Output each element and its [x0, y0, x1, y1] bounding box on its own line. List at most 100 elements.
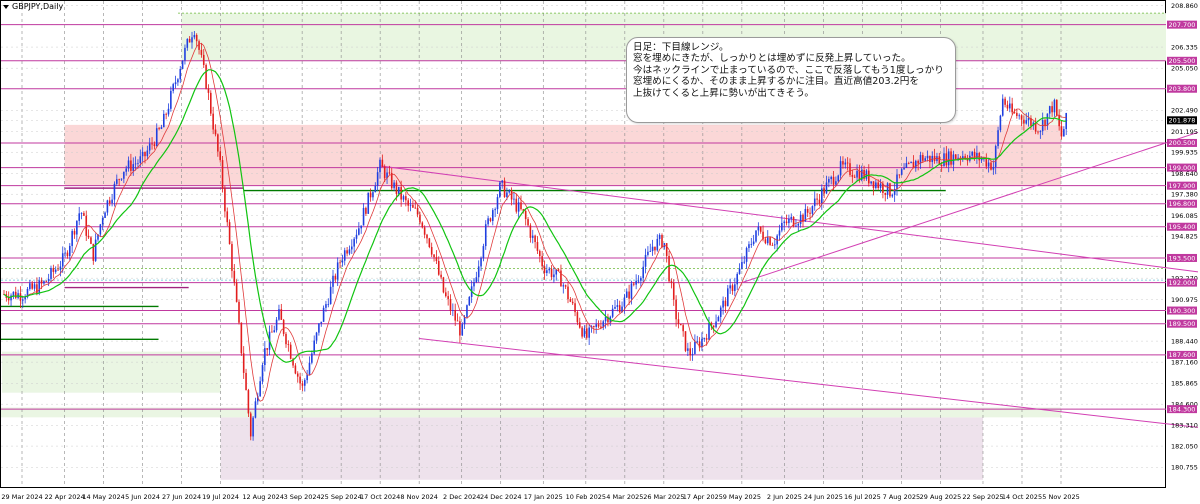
candle-body: [649, 251, 652, 252]
candle-body: [148, 143, 151, 151]
candle-body: [212, 113, 214, 130]
candle-body: [202, 54, 205, 65]
candle-body: [947, 151, 950, 166]
candle-body: [393, 182, 395, 189]
candle-body: [644, 254, 647, 267]
candle-body: [184, 47, 186, 61]
candle-body: [22, 299, 24, 301]
candle-body: [395, 182, 398, 194]
candle-body: [1046, 113, 1049, 126]
level-price-label: 197.900: [1169, 182, 1196, 190]
candle-body: [249, 413, 252, 437]
candle-body: [745, 248, 748, 262]
candle-body: [677, 319, 680, 325]
candle-body: [940, 164, 943, 167]
candle-body: [273, 330, 276, 333]
candle-body: [642, 266, 644, 279]
candle-body: [343, 250, 346, 261]
candle-body: [372, 192, 374, 198]
candle-body: [985, 158, 988, 167]
y-tick-label: 198.640: [1171, 170, 1198, 178]
candle-body: [802, 214, 804, 222]
candle-body: [853, 176, 856, 178]
candle-body: [388, 172, 391, 174]
candle-body: [778, 230, 781, 236]
candle-body: [83, 213, 85, 216]
candle-body: [426, 234, 428, 239]
x-tick-label: 5 Nov 2025: [1042, 493, 1080, 501]
candle-body: [719, 307, 722, 317]
candle-body: [292, 358, 294, 366]
level-price-tag: [1167, 56, 1197, 65]
candle-body: [421, 222, 424, 228]
candle-body: [26, 289, 29, 298]
level-price-label: 195.400: [1169, 223, 1196, 231]
level-price-label: 184.300: [1169, 405, 1196, 413]
candle-body: [929, 155, 931, 163]
candle-body: [440, 274, 442, 278]
candle-body: [564, 285, 567, 287]
x-tick-label: 4 Mar 2025: [606, 493, 643, 501]
candle-body: [992, 166, 995, 170]
candle-body: [581, 327, 583, 337]
candle-body: [130, 160, 132, 171]
candle-body: [759, 226, 762, 232]
x-tick-label: 10 Feb 2025: [566, 493, 606, 501]
candle-body: [938, 156, 941, 165]
candle-body: [160, 127, 163, 129]
candle-body: [118, 179, 120, 181]
candle-body: [915, 160, 917, 169]
candle-body: [825, 182, 828, 194]
candle-body: [282, 319, 285, 334]
candle-body: [637, 280, 640, 282]
candle-body: [214, 129, 217, 135]
candle-body: [562, 285, 565, 287]
note-line: 窓埋めにくるか、そのまま上昇するかに注目。直近高値203.2円を: [633, 76, 919, 88]
candle-body: [680, 324, 682, 326]
candle-body: [503, 180, 506, 197]
candle-body: [355, 234, 358, 239]
candle-body: [1016, 112, 1018, 116]
candle-body: [851, 174, 854, 177]
candle-body: [1023, 119, 1025, 124]
candle-body: [912, 161, 915, 169]
candle-body: [61, 253, 64, 267]
candle-body: [1051, 106, 1053, 113]
candle-body: [506, 192, 508, 197]
candle-body: [997, 130, 999, 146]
y-tick-label: 197.380: [1171, 191, 1198, 199]
candle-body: [844, 162, 847, 165]
candle-body: [766, 237, 769, 244]
current-price-tag: [1167, 116, 1197, 125]
candle-body: [600, 326, 602, 328]
candle-body: [428, 238, 431, 248]
candle-body: [611, 308, 614, 317]
x-tick-label: 29 Mar 2024: [1, 493, 42, 501]
analysis-note[interactable]: 日足：下目線レンジ。 窓を埋めにきたが、しっかりとは埋めずに反発上昇していった。…: [626, 37, 956, 123]
y-tick-label: 206.335: [1171, 43, 1198, 51]
candle-body: [484, 224, 487, 247]
candle-body: [113, 183, 116, 200]
candle-body: [1034, 122, 1037, 132]
candle-body: [727, 288, 729, 307]
candle-body: [71, 230, 73, 246]
candle-body: [886, 183, 889, 195]
candle-body: [412, 204, 414, 208]
candle-body: [322, 307, 325, 322]
level-price-tag: [1167, 138, 1197, 147]
candle-body: [101, 218, 104, 225]
candle-body: [522, 209, 525, 211]
candle-body: [97, 234, 99, 240]
candle-body: [846, 162, 849, 164]
candle-body: [691, 353, 694, 356]
candle-body: [976, 152, 978, 158]
candle-body: [461, 324, 464, 336]
chevron-down-icon[interactable]: [3, 4, 9, 9]
candle-body: [771, 244, 774, 246]
candle-body: [327, 304, 330, 305]
candle-body: [658, 234, 661, 239]
candle-body: [651, 246, 654, 252]
x-tick-label: 17 Jan 2025: [524, 493, 563, 501]
